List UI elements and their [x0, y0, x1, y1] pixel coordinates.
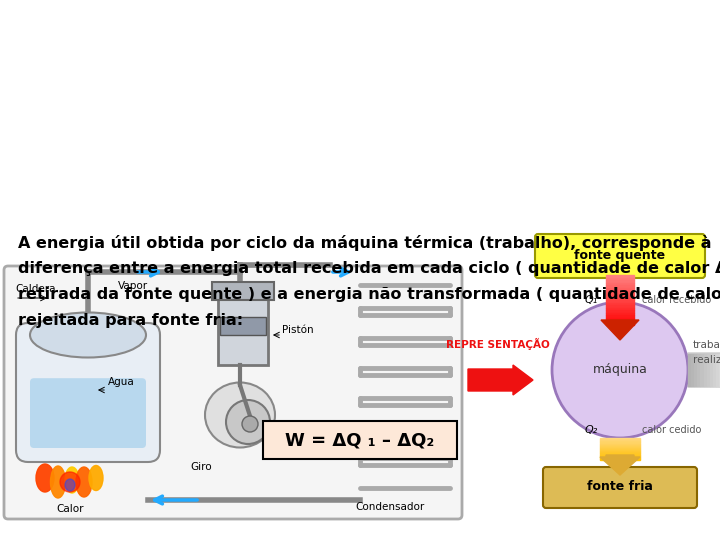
Bar: [606, 295, 634, 298]
Bar: [606, 282, 634, 285]
Bar: [600, 446, 640, 447]
Bar: [606, 307, 634, 310]
Bar: [606, 275, 634, 278]
Text: máquina: máquina: [593, 363, 647, 376]
Bar: [600, 442, 640, 443]
Text: Q₂: Q₂: [585, 425, 598, 435]
Bar: [606, 293, 634, 295]
Text: Condensador: Condensador: [356, 502, 425, 512]
FancyBboxPatch shape: [212, 282, 274, 300]
Text: calor cedido: calor cedido: [642, 425, 701, 435]
Ellipse shape: [50, 466, 66, 498]
Text: Pistón: Pistón: [282, 325, 314, 335]
Bar: [606, 313, 634, 315]
Bar: [600, 454, 640, 455]
Bar: [600, 451, 640, 453]
Text: fonte fria: fonte fria: [587, 481, 653, 494]
Bar: [719, 354, 720, 386]
FancyBboxPatch shape: [16, 323, 160, 462]
FancyBboxPatch shape: [218, 285, 268, 365]
FancyArrow shape: [468, 365, 533, 395]
Bar: [606, 315, 634, 318]
FancyBboxPatch shape: [263, 421, 457, 459]
FancyArrow shape: [601, 320, 639, 340]
Text: REPRE SENTAÇÃO: REPRE SENTAÇÃO: [446, 338, 550, 350]
Bar: [606, 320, 634, 322]
Text: realizado: realizado: [693, 355, 720, 365]
Bar: [600, 459, 640, 460]
Bar: [697, 354, 701, 386]
Circle shape: [242, 416, 258, 432]
Ellipse shape: [60, 472, 80, 492]
FancyBboxPatch shape: [543, 467, 697, 508]
FancyArrow shape: [600, 455, 640, 475]
Bar: [606, 302, 634, 305]
Ellipse shape: [65, 479, 75, 491]
Bar: [600, 456, 640, 457]
Bar: [600, 447, 640, 448]
Text: Q₁: Q₁: [585, 295, 598, 305]
Text: Calor: Calor: [56, 504, 84, 514]
Bar: [713, 354, 716, 386]
Text: Caldera: Caldera: [15, 284, 55, 294]
Bar: [703, 354, 706, 386]
Bar: [688, 354, 691, 386]
Bar: [600, 453, 640, 454]
Text: W = ΔQ ₁ – ΔQ₂: W = ΔQ ₁ – ΔQ₂: [285, 431, 435, 449]
Bar: [694, 354, 697, 386]
Bar: [606, 287, 634, 290]
Text: calor recebido: calor recebido: [642, 295, 711, 305]
FancyBboxPatch shape: [535, 234, 705, 278]
Text: fonte quente: fonte quente: [575, 249, 665, 262]
Bar: [606, 278, 634, 280]
Circle shape: [552, 302, 688, 438]
Text: Vapor: Vapor: [118, 281, 148, 291]
Bar: [606, 305, 634, 307]
Bar: [716, 354, 719, 386]
Text: A energia útil obtida por ciclo da máquina térmica (trabalho), corresponde à: A energia útil obtida por ciclo da máqui…: [18, 235, 711, 251]
Bar: [606, 285, 634, 287]
Bar: [701, 354, 703, 386]
Bar: [600, 457, 640, 458]
Ellipse shape: [30, 313, 146, 357]
Bar: [600, 448, 640, 449]
Bar: [710, 354, 713, 386]
Text: trabalho: trabalho: [693, 340, 720, 350]
Bar: [600, 438, 640, 439]
FancyBboxPatch shape: [220, 317, 266, 335]
Ellipse shape: [89, 465, 103, 490]
Bar: [606, 310, 634, 313]
Ellipse shape: [36, 464, 54, 492]
FancyBboxPatch shape: [30, 378, 146, 448]
Bar: [606, 290, 634, 293]
Text: rejeitada para fonte fria:: rejeitada para fonte fria:: [18, 313, 243, 328]
Text: Agua: Agua: [108, 377, 135, 387]
Ellipse shape: [205, 382, 275, 448]
FancyArrow shape: [688, 345, 720, 395]
Circle shape: [226, 400, 270, 444]
Bar: [600, 458, 640, 459]
Text: retirada da fonte quente ) e a energia não transformada ( quantidade de calor ΔQ: retirada da fonte quente ) e a energia n…: [18, 287, 720, 302]
Bar: [606, 322, 634, 325]
Bar: [606, 300, 634, 302]
Bar: [600, 439, 640, 440]
Text: diferença entre a energia total recebida em cada ciclo ( quantidade de calor ΔQ₁: diferença entre a energia total recebida…: [18, 261, 720, 276]
Bar: [606, 318, 634, 320]
Bar: [600, 441, 640, 442]
Bar: [600, 449, 640, 450]
Bar: [606, 298, 634, 300]
Bar: [600, 440, 640, 441]
Ellipse shape: [76, 467, 92, 497]
Bar: [606, 280, 634, 282]
Text: Giro: Giro: [190, 462, 212, 472]
FancyBboxPatch shape: [4, 266, 462, 519]
Bar: [600, 444, 640, 445]
Bar: [706, 354, 710, 386]
Bar: [691, 354, 694, 386]
Bar: [600, 455, 640, 456]
Bar: [600, 450, 640, 451]
Ellipse shape: [65, 467, 79, 493]
Bar: [600, 443, 640, 444]
